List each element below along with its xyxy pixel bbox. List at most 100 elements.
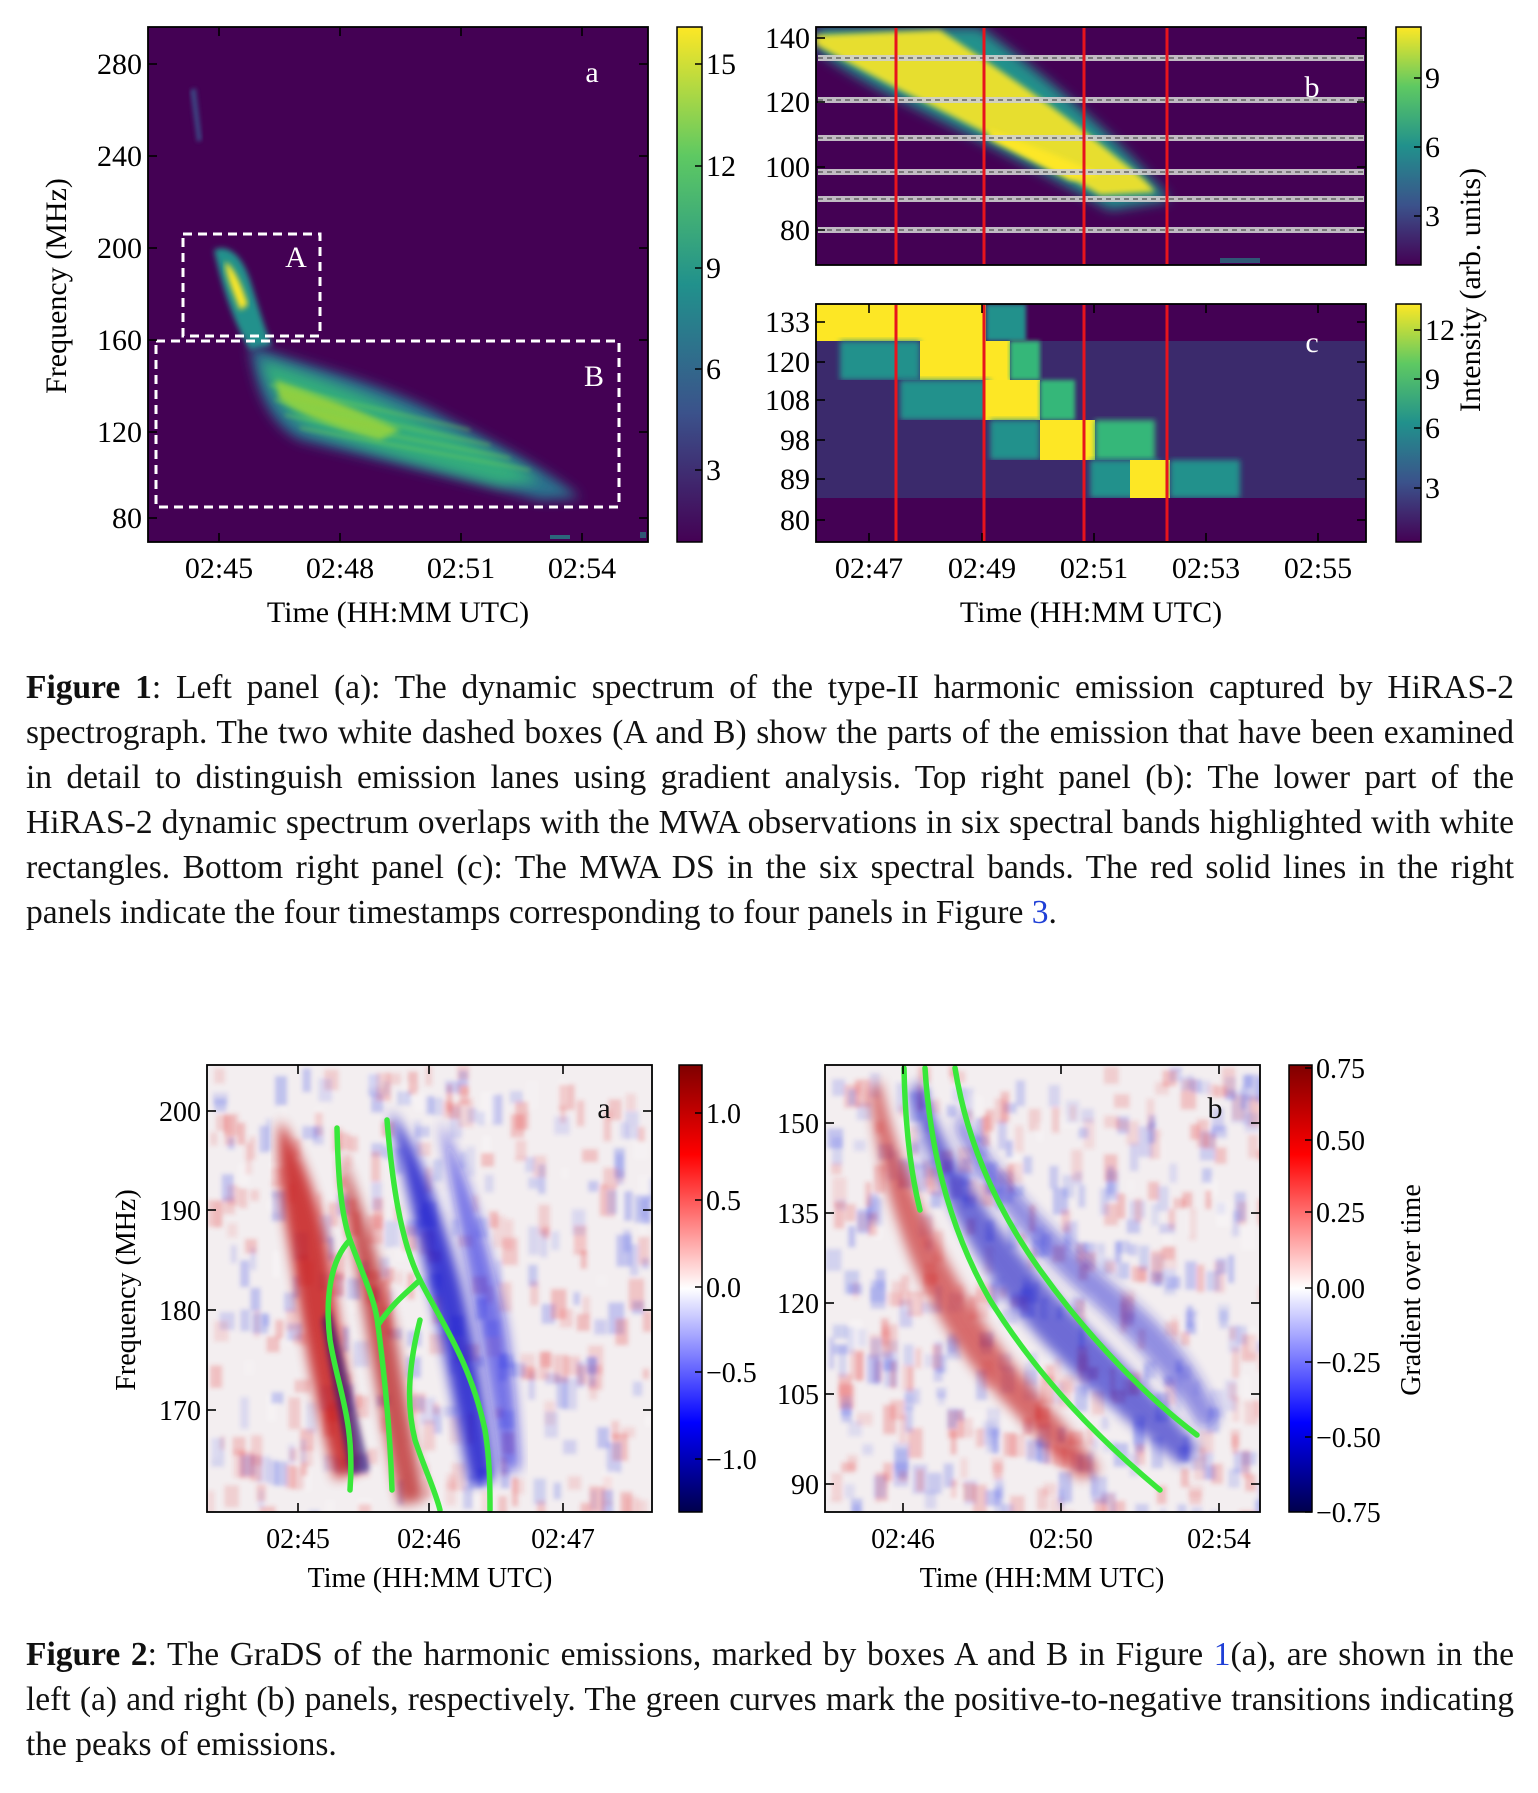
noise-cell [525, 1157, 536, 1173]
noise-cell [1257, 1344, 1260, 1371]
noise-cell [937, 1393, 945, 1405]
fig1a-frame [147, 26, 649, 543]
noise-cell [245, 1239, 257, 1254]
y-tick-label: 170 [159, 1396, 201, 1427]
fig2b-y-ticks: 90 105 120 135 150 [777, 1109, 1260, 1501]
noise-cell [825, 1249, 842, 1271]
noise-cell [250, 1454, 262, 1482]
noise-cell [1187, 1484, 1203, 1498]
noise-cell [425, 1066, 433, 1086]
fig1b-timestamp-lines [894, 28, 1169, 264]
noise-cell [1213, 1085, 1228, 1098]
noise-cell [1257, 1149, 1260, 1161]
noise-cell [367, 1448, 378, 1465]
noise-cell [541, 1351, 551, 1381]
noise-cell [353, 1341, 370, 1367]
noise-cell [1216, 1200, 1230, 1227]
noise-cell [1240, 1223, 1257, 1251]
noise-cell [642, 1368, 650, 1380]
noise-cell [1104, 1115, 1120, 1128]
noise-cell [1208, 1084, 1219, 1097]
noise-cell [250, 1189, 259, 1201]
noise-cell [438, 1190, 454, 1212]
noise-cell [901, 1364, 915, 1391]
noise-cell [946, 1105, 957, 1117]
noise-cell [638, 1218, 647, 1237]
noise-cell [444, 1406, 458, 1417]
noise-cell [857, 1328, 867, 1347]
noise-cell [1151, 1436, 1164, 1469]
noise-cell [886, 1292, 903, 1306]
noise-cell [318, 1078, 332, 1102]
noise-cell [588, 1180, 599, 1192]
noise-cell [1241, 1450, 1251, 1478]
colorbar-tick-label: 0.00 [1316, 1274, 1365, 1305]
noise-cell [1228, 1254, 1235, 1283]
noise-cell [847, 1455, 858, 1471]
noise-cell [1114, 1094, 1130, 1108]
noise-cell [1222, 1067, 1236, 1096]
noise-cell [367, 1215, 384, 1244]
figure3-reference-link[interactable]: 3 [1031, 894, 1049, 931]
noise-cell [1135, 1503, 1149, 1512]
noise-cell [1182, 1192, 1193, 1208]
noise-cell [445, 1480, 456, 1506]
figure1-reference-link[interactable]: 1 [1213, 1636, 1231, 1673]
noise-cell [1191, 1079, 1202, 1093]
y-tick-label: 240 [97, 140, 142, 173]
noise-cell [1232, 1347, 1240, 1379]
noise-cell [1248, 1096, 1260, 1127]
noise-cell [265, 1118, 272, 1151]
noise-cell [1091, 1438, 1099, 1450]
noise-cell [564, 1356, 581, 1376]
noise-cell [1103, 1257, 1113, 1276]
noise-cell [649, 1177, 652, 1201]
noise-cell [1069, 1105, 1076, 1121]
noise-cell [983, 1184, 995, 1207]
noise-cell [266, 1336, 280, 1353]
noise-cell [1212, 1108, 1224, 1132]
noise-cell [984, 1109, 995, 1132]
noise-cell [889, 1399, 905, 1420]
figure1-caption-text: : Left panel (a): The dynamic spectrum o… [26, 669, 1514, 931]
noise-cell [1061, 1209, 1071, 1233]
noise-cell [1126, 1219, 1140, 1234]
noise-cell [995, 1479, 1004, 1499]
noise-cell [480, 1491, 490, 1512]
x-tick-label: 02:47 [835, 552, 903, 585]
noise-cell [1202, 1452, 1214, 1480]
noise-cell [1146, 1098, 1155, 1131]
colorbar-tick-label: 9 [1425, 363, 1440, 396]
noise-cell [1244, 1074, 1260, 1101]
fig2b-panel-label: b [1208, 1092, 1223, 1125]
noise-cell [250, 1247, 257, 1271]
noise-cell [511, 1477, 519, 1507]
noise-cell [538, 1164, 546, 1194]
colorbar-tick-label: 12 [1425, 314, 1455, 347]
noise-cell [943, 1463, 954, 1488]
noise-cell [882, 1352, 893, 1371]
noise-cell [599, 1184, 607, 1216]
noise-cell [240, 1309, 250, 1332]
noise-cell [1054, 1358, 1062, 1382]
noise-cell [582, 1296, 590, 1317]
noise-cell [324, 1499, 336, 1512]
noise-cell [594, 1319, 607, 1335]
y-tick-label: 98 [780, 424, 810, 457]
noise-cell [259, 1506, 276, 1512]
noise-cell [832, 1344, 848, 1355]
colorbar-tick-label: 6 [706, 353, 721, 386]
noise-cell [1085, 1252, 1097, 1272]
noise-cell [869, 1334, 881, 1359]
noise-cell [832, 1079, 846, 1096]
noise-cell [1007, 1223, 1018, 1250]
noise-cell [396, 1271, 403, 1285]
colorbar-tick-label: 0.0 [706, 1273, 741, 1304]
noise-cell [1045, 1364, 1055, 1384]
noise-cell [302, 1068, 311, 1092]
noise-cell [573, 1292, 581, 1305]
noise-cell [509, 1091, 524, 1104]
noise-cell [414, 1126, 430, 1138]
noise-cell [1228, 1383, 1238, 1400]
noise-cell [237, 1122, 246, 1145]
